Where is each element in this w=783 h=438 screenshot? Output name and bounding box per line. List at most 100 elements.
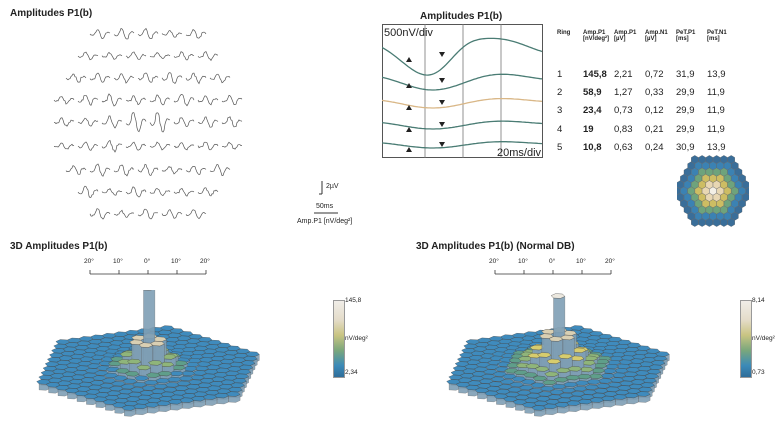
local-trace [173,188,195,197]
hex-column [553,377,569,383]
scale-amp-label: 2µV [326,183,339,190]
table-cell: 0,33 [645,87,664,98]
local-trace [197,141,219,151]
p1-marker [439,142,445,147]
local-trace [149,52,171,60]
local-trace [77,117,99,127]
hex-column [566,400,581,406]
table-cell: 13,9 [707,142,726,153]
hex-column [150,341,165,347]
p1-marker [439,52,445,57]
tick-label: 10° [576,258,586,265]
hex-column [153,383,168,389]
hex-column [151,388,166,394]
hex-cell [745,186,749,196]
table-cell: 58,9 [583,87,602,98]
local-trace [221,116,243,128]
hex-column [528,388,543,394]
hex-column [122,378,138,384]
tick-label: 20° [605,258,615,265]
hex-column [138,342,154,348]
ring-trace-plot [382,24,543,158]
hex-cell [742,193,749,202]
hex-column [507,387,522,393]
local-trace [137,72,159,83]
local-trace [101,93,123,107]
legend-max: 8,14 [752,297,765,304]
trace-panel-title: Amplitudes P1(b) [420,11,503,22]
table-cell: 3 [557,105,563,116]
hex-column [473,366,489,372]
hex-column [157,371,173,377]
n1-marker [406,83,412,88]
n1-marker [406,127,412,132]
hex-column [570,391,586,397]
hex-column [542,379,557,385]
local-trace [53,142,75,150]
hex-column [492,371,508,377]
plot3d-left-surface [36,290,260,417]
local-trace [173,142,195,151]
hex-column [144,402,160,408]
table-cell: 0,24 [645,142,664,153]
table-cell: 23,4 [583,105,602,116]
table-cell: 29,9 [676,87,695,98]
legend-min: 2,34 [345,369,358,376]
time-scale-label: 20ms/div [497,147,542,159]
local-trace [53,96,75,105]
local-trace [173,117,195,128]
hex-column [519,385,534,391]
ring-hex-map [677,155,749,227]
hex-column [603,391,618,397]
hex-column [77,361,93,367]
n1-marker [406,57,412,62]
local-trace [173,51,195,61]
hex-column [103,372,119,378]
hex-column [134,375,149,381]
local-trace [197,51,218,62]
tick-label: 0° [144,258,151,265]
plot3d-right-colorbar [740,300,752,378]
table-cell: 4 [557,124,563,135]
local-trace [209,163,231,176]
hex-column [136,364,151,371]
table-cell: 29,9 [676,124,695,135]
legend-max: 145,8 [345,297,362,304]
hex-column [124,371,140,377]
local-trace [185,28,207,39]
ring-trace [382,120,543,130]
table-cell: 0,83 [614,124,633,135]
hex-column [111,381,126,387]
legend-unit: nV/deg² [752,335,775,342]
table-cell: 11,9 [707,87,725,98]
hex-column [132,382,147,388]
hex-column [490,376,506,382]
plot3d-right-title: 3D Amplitudes P1(b) (Normal DB) [416,241,575,252]
local-trace [185,72,207,85]
scale-time-label: 50ms [316,203,334,210]
local-trace [173,94,195,107]
hex-column [543,403,558,409]
hex-column [513,370,529,376]
hex-column [143,380,159,386]
table-cell: 145,8 [583,69,607,80]
local-trace [77,185,99,199]
hex-column [540,386,555,392]
hex-column [544,371,559,377]
hex-column [529,345,545,351]
hex-column [580,394,595,400]
hex-column [191,396,206,402]
tick-label: 10° [113,258,123,265]
p1-marker [439,100,445,105]
hex-column [127,358,142,365]
local-trace [89,29,111,39]
hex-column [523,372,538,378]
hex-column [549,389,565,395]
scale-unit-label: Amp.P1 [nV/deg²] [297,218,353,225]
hex-column [469,375,485,382]
legend-unit: nV/deg² [345,335,368,342]
table-cell: 29,9 [676,105,695,116]
local-trace [101,51,123,60]
hex-column [475,362,491,368]
plot3d-right-axis [494,270,612,275]
